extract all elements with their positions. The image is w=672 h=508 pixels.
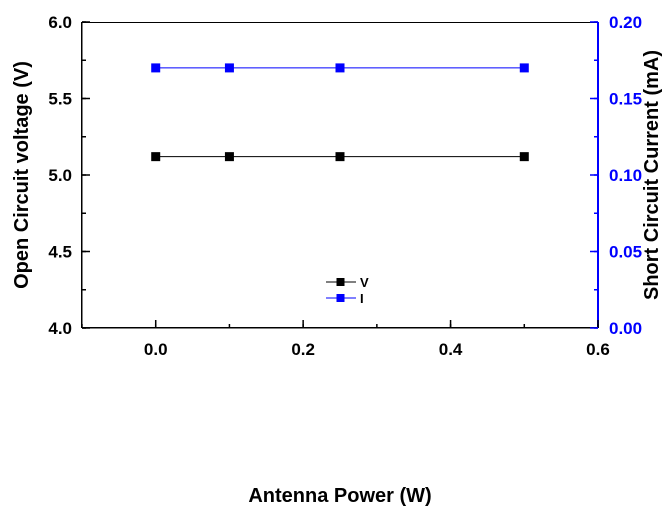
x-tick-label: 0.2: [291, 340, 315, 359]
series-marker-i: [335, 63, 345, 73]
y-right-tick-label: 0.20: [609, 13, 642, 32]
y-right-tick-label: 0.15: [609, 90, 642, 109]
y-axis-right: 0.00 0.05 0.10 0.15 0.20: [590, 13, 642, 338]
series-marker-i: [224, 63, 234, 73]
series-marker-v: [335, 152, 345, 162]
y-axis-left-title: Open Circuit voltage (V): [11, 61, 33, 289]
plot-frame-top: [82, 22, 598, 23]
y-left-tick-label: 4.0: [48, 319, 72, 338]
x-tick-label: 0.4: [439, 340, 463, 359]
x-axis: 0.0 0.2 0.4 0.6: [81, 320, 610, 359]
x-tick-label: 0.0: [144, 340, 168, 359]
y-right-tick-label: 0.10: [609, 166, 642, 185]
x-tick-label: 0.6: [586, 340, 610, 359]
y-right-tick-label: 0.00: [609, 319, 642, 338]
y-axis-right-title: Short Circuit Current (mA): [641, 50, 663, 300]
x-axis-title: Antenna Power (W): [248, 485, 431, 507]
legend: V I: [326, 275, 369, 306]
legend-label-i: I: [360, 291, 364, 306]
plot-frame-left: [81, 22, 83, 328]
y-axis-left: 4.0 4.5 5.0 5.5 6.0: [48, 13, 90, 338]
y-left-tick-label: 4.5: [48, 243, 72, 262]
series-marker-i: [519, 63, 529, 73]
y-left-tick-label: 6.0: [48, 13, 72, 32]
series-layer: [151, 63, 529, 162]
series-marker-v: [224, 152, 234, 162]
series-marker-i: [151, 63, 161, 73]
y-left-tick-label: 5.0: [48, 166, 72, 185]
legend-marker-i: [336, 294, 345, 302]
y-right-tick-label: 0.05: [609, 243, 642, 262]
plot-frame-bottom: [82, 327, 598, 329]
series-marker-v: [151, 152, 161, 162]
legend-label-v: V: [360, 275, 369, 290]
series-marker-v: [519, 152, 529, 162]
y-left-tick-label: 5.5: [48, 90, 72, 109]
legend-marker-v: [336, 278, 345, 286]
